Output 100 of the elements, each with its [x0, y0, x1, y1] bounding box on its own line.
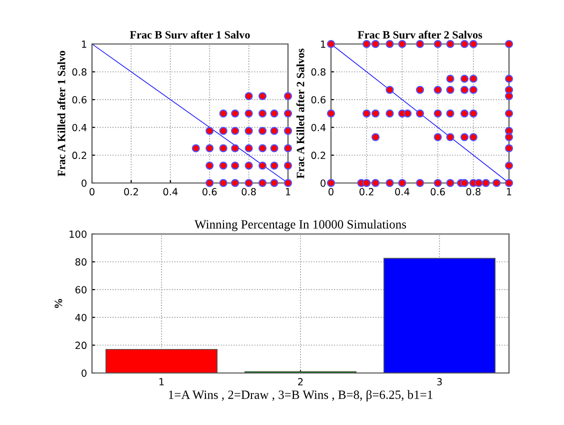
- point: [362, 109, 371, 118]
- y-tick-label: 100: [70, 230, 86, 238]
- x-tick-label: 3: [437, 378, 442, 386]
- point: [326, 40, 336, 48]
- x-tick-label: 2: [298, 378, 303, 386]
- point: [362, 178, 371, 188]
- point: [284, 109, 292, 118]
- x-tick-label: 1: [286, 188, 290, 196]
- point: [244, 109, 253, 118]
- point: [258, 162, 267, 170]
- y-axis-title: Frac A Killed after 1 Salvo: [57, 50, 66, 176]
- point: [326, 109, 336, 118]
- x-tick-label: 1: [506, 188, 512, 196]
- point: [416, 109, 424, 118]
- x-tick-label: 0: [90, 188, 94, 196]
- chart-title: Frac B Surv after 1 Salvo: [130, 30, 250, 39]
- point: [258, 92, 267, 100]
- point: [258, 126, 267, 135]
- point: [206, 178, 214, 188]
- point: [492, 178, 501, 188]
- point: [270, 109, 278, 118]
- point: [206, 126, 214, 135]
- point: [446, 109, 454, 118]
- point: [460, 74, 469, 83]
- y-axis-title: Frac A Killed after 2 Salvos: [296, 48, 304, 178]
- point: [258, 144, 267, 152]
- point: [460, 178, 469, 188]
- point: [258, 178, 267, 188]
- point: [504, 133, 514, 142]
- point: [219, 109, 228, 118]
- point: [446, 86, 454, 94]
- point: [504, 109, 514, 118]
- point: [416, 86, 424, 94]
- point: [504, 74, 514, 83]
- point: [446, 40, 454, 48]
- point: [446, 74, 454, 83]
- point: [460, 86, 469, 94]
- point: [244, 92, 253, 100]
- point: [398, 40, 406, 48]
- point: [231, 162, 240, 170]
- y-tick-label: 0.4: [72, 124, 87, 132]
- y-tick-label: 0: [82, 369, 86, 377]
- y-tick-label: 1: [82, 40, 86, 48]
- y-tick-label: 40: [75, 314, 86, 322]
- point: [434, 40, 442, 48]
- point: [504, 40, 514, 48]
- point: [231, 178, 240, 188]
- point: [386, 178, 394, 188]
- point: [469, 109, 478, 118]
- y-tick-label: 80: [75, 258, 86, 266]
- point: [219, 126, 228, 135]
- point: [219, 144, 228, 152]
- point: [434, 109, 442, 118]
- point: [504, 178, 514, 188]
- y-tick-label: 0.2: [311, 152, 326, 160]
- point: [362, 40, 371, 48]
- point: [386, 109, 394, 118]
- point: [434, 133, 442, 142]
- point: [434, 86, 442, 94]
- point: [326, 178, 336, 188]
- point: [231, 109, 240, 118]
- point: [270, 178, 278, 188]
- point: [504, 144, 514, 152]
- point: [386, 86, 394, 94]
- y-axis-title: %: [54, 298, 62, 308]
- point: [416, 178, 424, 188]
- y-tick-label: 0.6: [72, 96, 87, 104]
- x-tick-label: 0.8: [466, 188, 480, 196]
- point: [371, 133, 380, 142]
- point: [219, 178, 228, 188]
- y-tick-label: 0.2: [72, 152, 86, 160]
- point: [469, 133, 478, 142]
- point: [284, 92, 292, 100]
- y-tick-label: 60: [75, 286, 86, 294]
- x-tick-label: 0.4: [395, 188, 410, 196]
- x-axis-title: 1=A Wins , 2=Draw , 3=B Wins , B=8, β=6.25, b1=1: [168, 390, 432, 402]
- point: [231, 126, 240, 135]
- point: [371, 109, 380, 118]
- point: [469, 74, 478, 83]
- y-tick-label: 0.8: [311, 68, 326, 76]
- point: [460, 133, 469, 142]
- point: [446, 178, 454, 188]
- x-tick-label: 0.6: [202, 188, 217, 196]
- point: [504, 162, 514, 170]
- y-tick-label: 0: [320, 179, 326, 187]
- point: [284, 178, 292, 188]
- point: [284, 126, 292, 135]
- y-tick-label: 0.6: [311, 96, 326, 104]
- point: [244, 162, 253, 170]
- point: [460, 40, 469, 48]
- point: [244, 126, 253, 135]
- point: [244, 144, 253, 152]
- point: [258, 109, 267, 118]
- y-tick-label: 0.4: [311, 124, 326, 132]
- chart-title: Frac B Surv after 2 Salvos: [358, 30, 482, 39]
- point: [474, 178, 483, 188]
- point: [270, 126, 278, 135]
- x-tick-label: 0.8: [242, 188, 256, 196]
- y-tick-label: 20: [75, 342, 86, 350]
- point: [270, 162, 278, 170]
